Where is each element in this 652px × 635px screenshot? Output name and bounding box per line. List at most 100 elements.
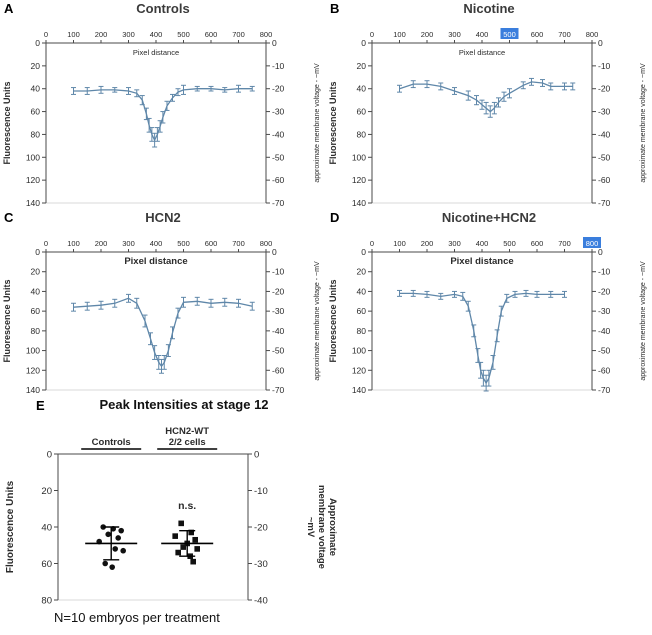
svg-text:800: 800 [586,239,599,248]
panel-letter-d: D [330,210,340,225]
svg-text:300: 300 [122,239,135,248]
panel-nicotine: B Nicotine 0 100 200 300 400 500 600 700 800 Pixe… [326,0,652,209]
svg-text:-10: -10 [272,61,285,71]
svg-text:-70: -70 [598,385,611,395]
svg-text:-20: -20 [254,523,268,534]
svg-text:60: 60 [31,306,41,316]
svg-text:600: 600 [205,239,218,248]
svg-text:80: 80 [41,596,52,607]
error-bars [71,84,255,148]
svg-text:700: 700 [232,30,245,39]
svg-text:-30: -30 [598,107,611,117]
svg-text:Fluorescence Units: Fluorescence Units [2,279,12,362]
svg-text:-40: -40 [272,129,285,139]
svg-text:-30: -30 [598,306,611,316]
svg-text:0: 0 [35,247,40,257]
svg-text:20: 20 [357,267,367,277]
panel-title-hcn2: HCN2 [145,210,181,225]
svg-text:-50: -50 [598,346,611,356]
svg-text:-10: -10 [598,61,611,71]
svg-text:Pixel distance: Pixel distance [124,256,187,267]
svg-text:-30: -30 [272,107,285,117]
panel-title-nicotine: Nicotine [463,1,515,16]
panel-controls: A Controls 0 100 200 300 400 500 600 700 800 Pixe… [0,0,326,209]
svg-text:-20: -20 [598,84,611,94]
svg-text:80: 80 [31,129,41,139]
svg-text:-10: -10 [254,486,268,497]
svg-text:300: 300 [122,30,135,39]
scatter-chart-peak-intensities: 0 0 20 -10 40 -20 60 -30 80 -40 Fluorescence Units… [5,426,338,607]
svg-text:-70: -70 [272,385,285,395]
svg-text:n.s.: n.s. [178,500,196,512]
svg-text:600: 600 [531,30,544,39]
svg-text:20: 20 [31,61,41,71]
svg-text:600: 600 [531,239,544,248]
svg-text:60: 60 [41,559,52,570]
svg-text:300: 300 [448,239,461,248]
sample-size-note: N=10 embryos per treatment [54,610,220,625]
panel-peak-intensities: E Peak Intensities at stage 12 0 0 20 -10 40… [0,396,350,625]
svg-text:100: 100 [352,152,366,162]
svg-text:40: 40 [31,84,41,94]
svg-text:-30: -30 [254,559,268,570]
svg-text:Fluorescence Units: Fluorescence Units [328,279,338,362]
plot-E: 0 0 20 -10 40 -20 60 -30 80 -40 Fluorescence Units… [5,426,338,607]
svg-text:-30: -30 [272,306,285,316]
svg-text:400: 400 [476,239,489,248]
svg-text:100: 100 [393,30,406,39]
svg-text:0: 0 [598,247,603,257]
svg-text:-60: -60 [598,175,611,185]
svg-text:0: 0 [272,247,277,257]
svg-text:40: 40 [31,286,41,296]
svg-text:40: 40 [357,84,367,94]
svg-text:140: 140 [26,198,40,208]
svg-text:-40: -40 [272,326,285,336]
svg-text:0: 0 [361,38,366,48]
svg-text:700: 700 [232,239,245,248]
svg-text:100: 100 [26,346,40,356]
row-middle: C HCN2 0 100 200 300 400 500 600 700 800 Pixel di… [0,209,652,396]
svg-text:-10: -10 [598,267,611,277]
svg-text:500: 500 [503,30,516,39]
svg-text:Approximatemembrane voltage~mV: Approximatemembrane voltage~mV [305,485,338,569]
svg-text:0: 0 [254,450,259,461]
svg-text:400: 400 [476,30,489,39]
svg-text:-20: -20 [598,286,611,296]
svg-text:Controls: Controls [92,437,131,448]
svg-text:-50: -50 [598,152,611,162]
svg-text:0: 0 [370,30,374,39]
panel-letter-c: C [4,210,14,225]
svg-text:300: 300 [448,30,461,39]
svg-text:0: 0 [370,239,374,248]
svg-text:700: 700 [558,239,571,248]
svg-text:Fluorescence Units: Fluorescence Units [5,480,16,573]
svg-text:500: 500 [177,239,190,248]
svg-text:100: 100 [393,239,406,248]
svg-text:-50: -50 [272,346,285,356]
row-top: A Controls 0 100 200 300 400 500 600 700 800 Pixe… [0,0,652,209]
svg-text:0: 0 [44,239,48,248]
svg-text:120: 120 [26,175,40,185]
svg-text:0: 0 [361,247,366,257]
data-line [73,88,253,142]
panel-title-controls: Controls [136,1,190,16]
svg-text:200: 200 [95,30,108,39]
svg-text:120: 120 [352,365,366,375]
svg-text:-20: -20 [272,84,285,94]
svg-text:-60: -60 [272,365,285,375]
svg-text:500: 500 [177,30,190,39]
panel-letter-b: B [330,1,340,16]
svg-text:40: 40 [41,523,52,534]
svg-text:-40: -40 [254,596,268,607]
svg-text:0: 0 [47,450,52,461]
svg-text:400: 400 [150,239,163,248]
svg-text:140: 140 [352,198,366,208]
panel-letter-e: E [36,398,45,413]
svg-text:120: 120 [26,365,40,375]
